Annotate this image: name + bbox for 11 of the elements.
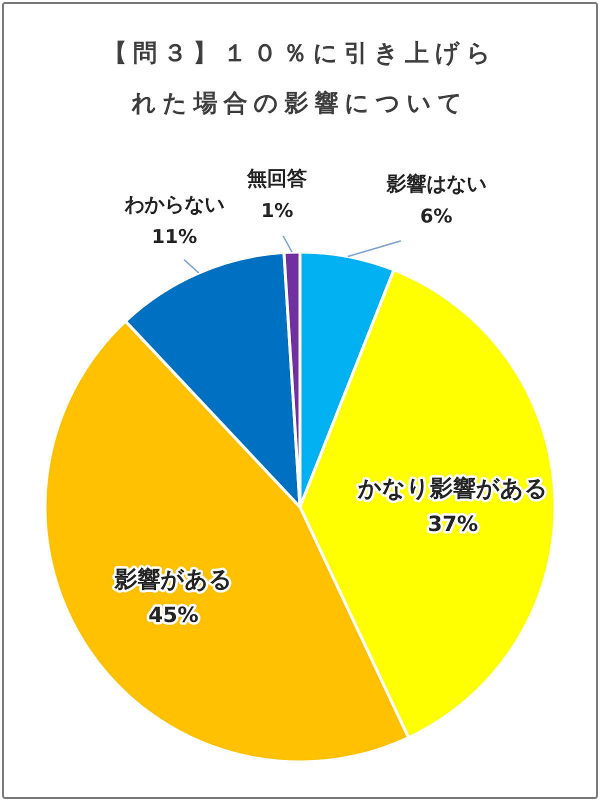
slice-label: わからない [123,192,224,216]
data-label: 11% [152,226,198,248]
slice-label: かなり影響がある [356,476,548,502]
slice-label: 影響がある [113,567,232,593]
chart-title: 【問３】１０％に引き上げられた場合の影響について [102,38,498,119]
slice-label: 無回答 [246,166,308,190]
data-label: 6% [420,205,452,228]
data-label: 1% [261,200,294,222]
data-label: 45% [148,603,199,627]
data-label: 37% [428,512,478,536]
slice-label: 影響はない [385,171,486,196]
